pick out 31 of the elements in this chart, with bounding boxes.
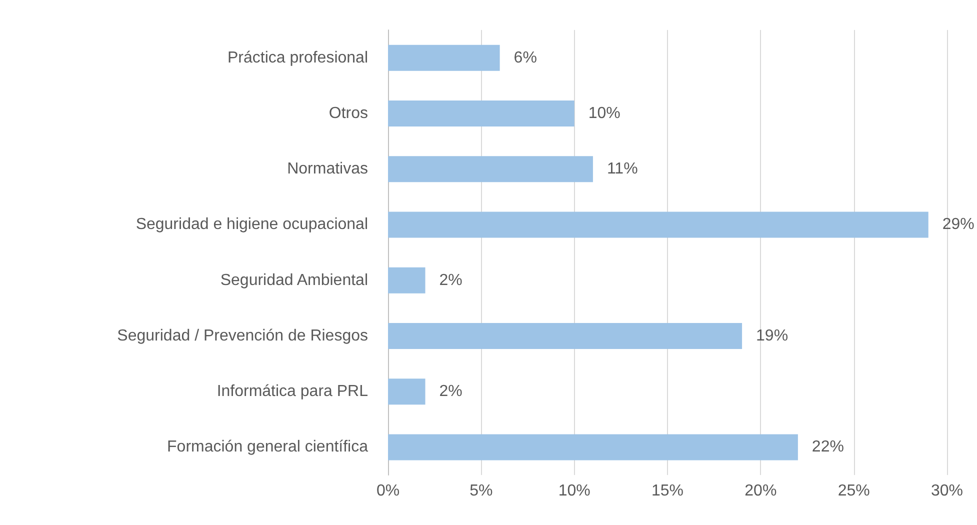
bar — [388, 156, 593, 182]
x-tick-label: 0% — [376, 482, 400, 500]
data-label: 11% — [606, 160, 638, 178]
x-tick-label: 20% — [744, 482, 777, 500]
data-label: 29% — [942, 216, 974, 234]
bar — [388, 434, 798, 460]
data-label: 2% — [439, 383, 462, 400]
y-tick-label: Seguridad / Prevención de Riesgos — [117, 327, 368, 344]
y-tick-label: Seguridad Ambiental — [220, 272, 368, 289]
y-tick-label: Formación general científica — [167, 438, 368, 456]
bar — [388, 100, 574, 126]
data-label: 19% — [756, 327, 788, 344]
data-label: 6% — [514, 49, 537, 66]
y-tick-label: Otros — [328, 104, 368, 122]
bar — [388, 322, 742, 349]
y-tick-label: Informática para PRL — [216, 383, 368, 400]
bar — [388, 267, 426, 294]
x-tick-label: 15% — [651, 482, 684, 500]
x-tick-label: 10% — [558, 482, 590, 500]
y-tick-label: Normativas — [287, 160, 368, 178]
y-tick-label: Práctica profesional — [227, 49, 368, 66]
bar — [388, 212, 928, 238]
x-tick-label: 5% — [470, 482, 493, 500]
bar — [388, 44, 500, 71]
data-label: 22% — [812, 438, 844, 456]
x-tick-label: 25% — [838, 482, 870, 500]
y-tick-label: Seguridad e higiene ocupacional — [136, 216, 368, 234]
data-label: 10% — [588, 104, 620, 122]
bar — [388, 378, 426, 405]
x-tick-label: 30% — [930, 482, 964, 500]
data-label: 2% — [439, 272, 462, 289]
